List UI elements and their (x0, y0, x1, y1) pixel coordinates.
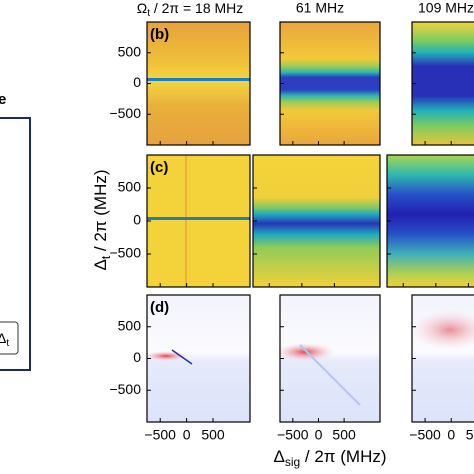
x-tick-label: 500 (466, 427, 474, 443)
y-tick-label: 0 (133, 349, 141, 365)
y-tick-label: −500 (109, 381, 141, 397)
x-axis-label: Δsig / 2π (MHz) (273, 447, 386, 469)
heatmap (280, 22, 380, 145)
heatmap-feature (275, 343, 335, 361)
x-tick-label: 500 (201, 427, 225, 443)
heatmap (147, 155, 250, 287)
x-tick-label: −500 (409, 427, 441, 443)
y-axis-label: Δt / 2π (MHz) (91, 169, 113, 270)
x-tick-label: −500 (144, 427, 176, 443)
diagram-heading: e (0, 91, 6, 108)
panel-label: (b) (150, 26, 169, 43)
x-tick-label: −500 (277, 427, 309, 443)
panel-label: (c) (150, 159, 168, 176)
diagram-box (0, 321, 19, 355)
y-tick-label: 500 (118, 43, 142, 59)
heatmap (253, 155, 380, 287)
x-tick-label: 500 (332, 427, 356, 443)
y-tick-label: 0 (133, 74, 141, 90)
heatmap-feature (299, 344, 361, 406)
heatmap-feature (410, 310, 474, 350)
y-tick-label: −500 (109, 245, 141, 261)
diagram-box-label: Δt (0, 330, 9, 349)
y-tick-label: 0 (133, 212, 141, 228)
diagram-frame (0, 117, 31, 371)
y-tick-label: 500 (118, 179, 142, 195)
column-title: Ωt / 2π = 18 MHz (137, 0, 244, 19)
heatmap-line (147, 217, 250, 220)
heatmap-feature (171, 349, 193, 365)
column-title: 61 MHz (296, 0, 344, 16)
heatmap (412, 22, 474, 145)
heatmap-line (147, 78, 250, 81)
x-tick-label: 0 (315, 427, 323, 443)
x-tick-label: 0 (447, 427, 455, 443)
y-tick-label: −500 (109, 105, 141, 121)
y-tick-label: 500 (118, 317, 142, 333)
heatmap (387, 155, 474, 287)
panel-label: (d) (150, 299, 169, 316)
heatmap-line (185, 155, 187, 287)
x-tick-label: 0 (183, 427, 191, 443)
heatmap (147, 22, 250, 145)
column-title: 109 MHz (418, 0, 474, 16)
